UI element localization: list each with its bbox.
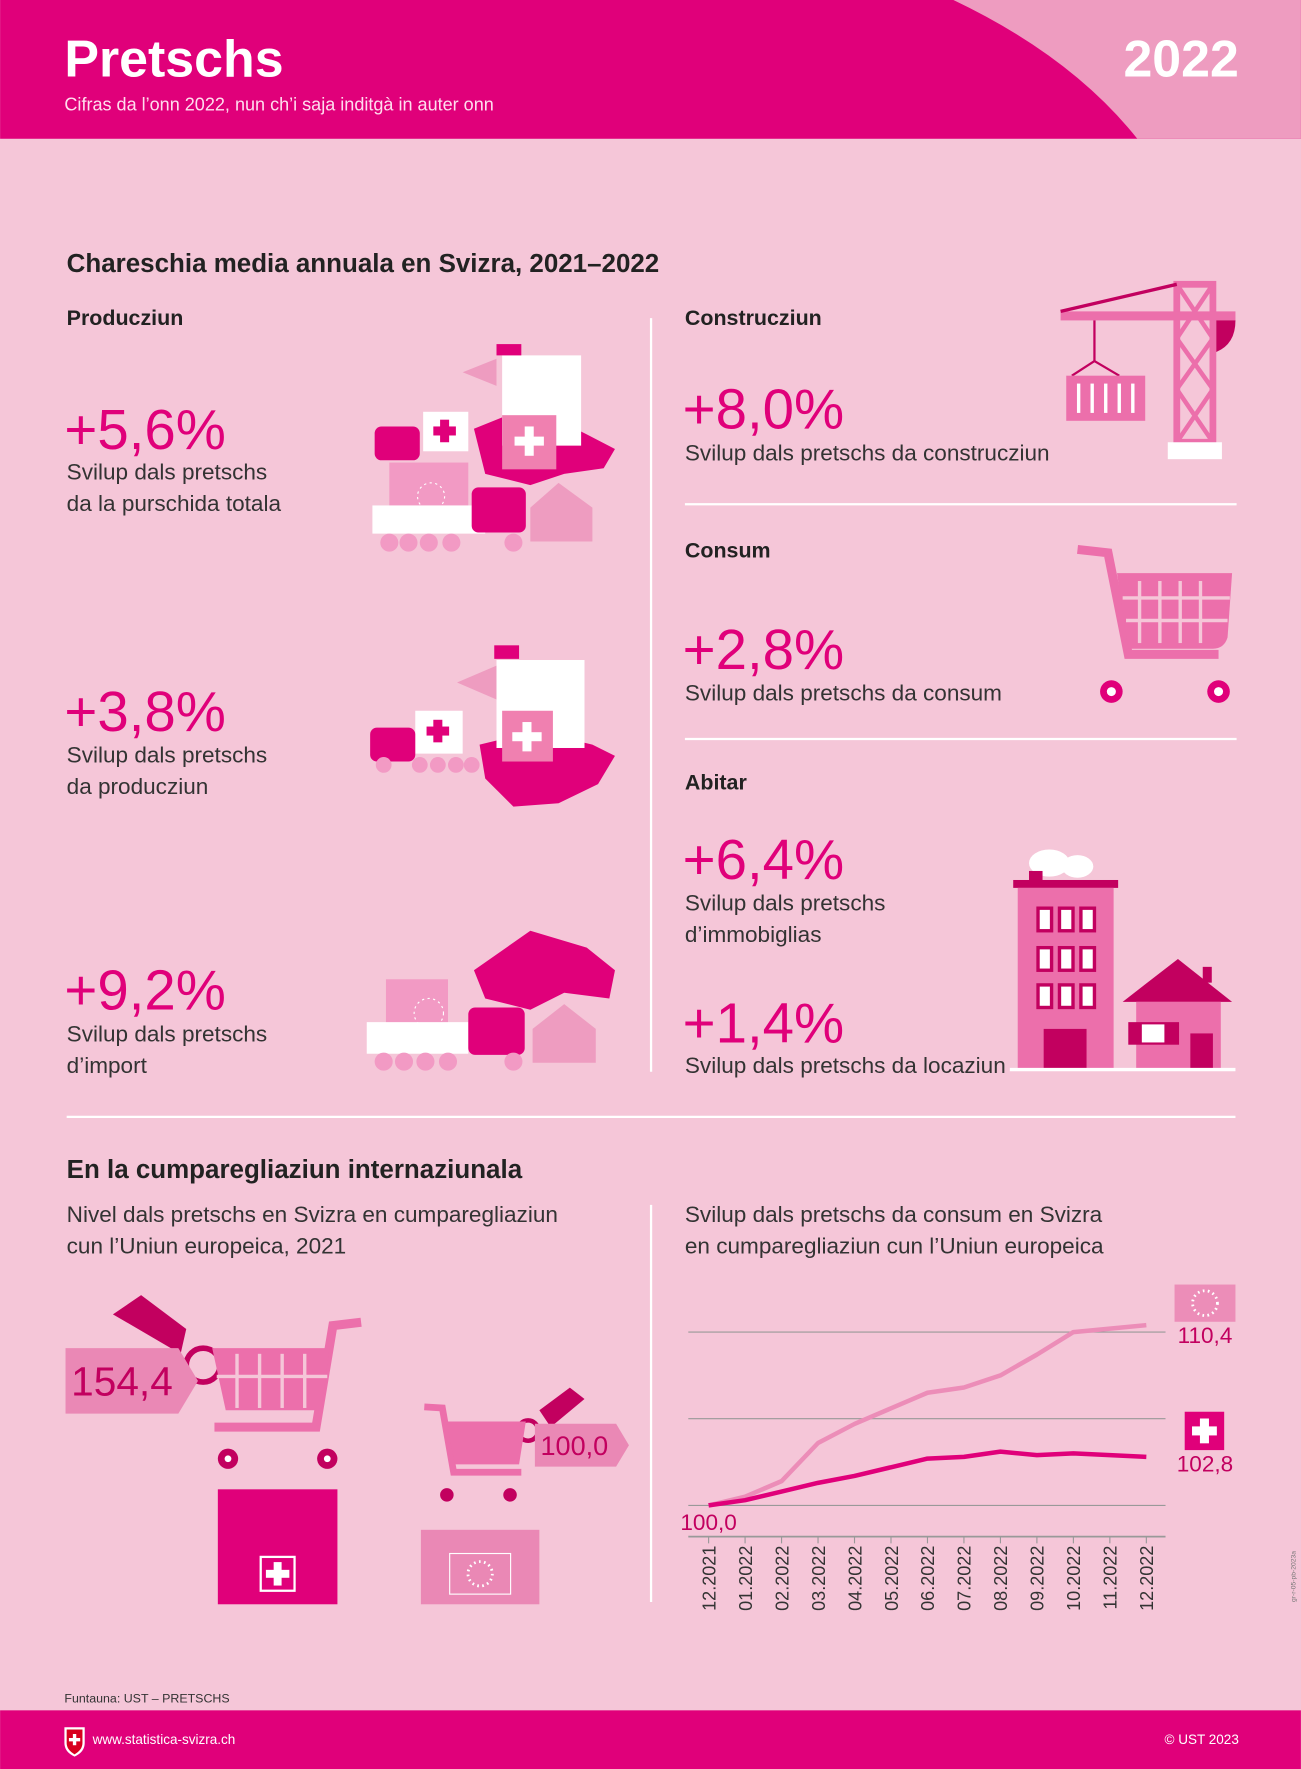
item-text: Svilup dals pretschs da construcziun: [685, 440, 1050, 465]
flag-eu: [449, 1552, 512, 1595]
series-line: [708, 1449, 1147, 1508]
subtitle-line: Nivel dals pretschs en Svizra en cumpare…: [67, 1202, 558, 1227]
item-heading: Producziun: [67, 306, 184, 330]
chart-title-line: en cumparegliaziun cun l’Uniun europeica: [685, 1233, 1104, 1258]
item-heading: Consum: [685, 538, 771, 562]
item-text: da la purschida totala: [67, 491, 282, 516]
price-label: 100,0: [541, 1430, 609, 1461]
section-title: Chareschia media annuala en Svizra, 2021…: [67, 250, 660, 278]
item-heading: Abitar: [685, 771, 748, 795]
flag-stars: [1191, 1289, 1219, 1317]
x-tick-label: 12.2022: [1137, 1546, 1157, 1611]
legend-flag: [1174, 1284, 1236, 1322]
x-tick-label: 09.2022: [1028, 1546, 1048, 1611]
price-levels: 154,4 100,0: [65, 1348, 629, 1605]
x-tick-label: 10.2022: [1064, 1546, 1084, 1611]
price-tag: [534, 1423, 629, 1467]
series-line: [708, 1322, 1147, 1508]
end-label: 102,8: [1177, 1452, 1233, 1477]
x-tick-label: 02.2022: [772, 1546, 792, 1611]
item-text: Svilup dals pretschs da locaziun: [685, 1053, 1006, 1078]
item-text: Svilup dals pretschs da consum: [685, 681, 1002, 706]
x-tick-label: 07.2022: [955, 1546, 975, 1611]
x-tick-label: 04.2022: [845, 1546, 865, 1611]
item-value: +1,4%: [683, 991, 844, 1054]
item-value: +2,8%: [683, 618, 844, 681]
illustration-supply: [372, 344, 615, 552]
x-tick-label: 05.2022: [882, 1546, 902, 1611]
chart-title-line: Svilup dals pretschs da consum en Svizra: [685, 1202, 1103, 1227]
start-label: 100,0: [680, 1510, 736, 1535]
item-text: d’immobiglias: [685, 922, 822, 947]
illustration-buildings: [1009, 849, 1236, 1072]
item-value: +9,2%: [64, 959, 225, 1022]
price-bar: [420, 1529, 540, 1605]
item-text: Svilup dals pretschs: [67, 1021, 268, 1046]
item-value: +3,8%: [64, 680, 225, 743]
item-text: d’import: [67, 1053, 148, 1078]
x-tick-label: 06.2022: [918, 1546, 938, 1611]
x-tick-label: 08.2022: [991, 1546, 1011, 1611]
flag-cross: [265, 1569, 290, 1578]
title: Pretschs: [64, 30, 283, 88]
illustration-production: [370, 645, 615, 807]
item-text: da producziun: [67, 774, 209, 799]
section-title: En la cumparegliaziun internaziunala: [67, 1156, 523, 1184]
x-tick-label: 01.2022: [736, 1546, 756, 1611]
price-tag: [65, 1348, 198, 1414]
x-tick-label: 03.2022: [809, 1546, 829, 1611]
x-tick-label: 12.2021: [699, 1546, 719, 1611]
flag-cross: [1192, 1426, 1217, 1436]
source: Funtauna: UST – PRETSCHS: [64, 1691, 229, 1705]
item-value: +6,4%: [683, 828, 844, 891]
item-text: Svilup dals pretschs: [67, 459, 268, 484]
subtitle: Cifras da l’onn 2022, nun ch’i saja indi…: [64, 95, 493, 115]
logo: [68, 1734, 81, 1746]
code: gr-r-05-pb-2023a: [1290, 1551, 1297, 1602]
item-heading: Construcziun: [685, 306, 822, 330]
item-text: Svilup dals pretschs: [685, 890, 886, 915]
illustration-cart: [1077, 544, 1233, 703]
illustration-cart-small: [424, 1387, 585, 1502]
copyright: © UST 2023: [1165, 1732, 1239, 1747]
illustration-crane: [1060, 280, 1236, 460]
item-value: +5,6%: [64, 398, 225, 461]
subtitle-line: cun l’Uniun europeica, 2021: [67, 1233, 347, 1258]
end-label: 110,4: [1178, 1323, 1233, 1348]
header-wedge: [953, 0, 1301, 139]
illustration-import: [366, 930, 615, 1071]
year: 2022: [1123, 30, 1238, 88]
price-label: 154,4: [71, 1359, 173, 1405]
url[interactable]: www.statistica-svizra.ch: [92, 1732, 236, 1747]
x-tick-label: 11.2022: [1101, 1546, 1121, 1610]
footer-band: [0, 1710, 1301, 1769]
item-text: Svilup dals pretschs: [67, 743, 268, 768]
line-chart: 12.2021 01.2022 02.2022 03.2022 04.2022 05.20…: [680, 1284, 1236, 1611]
item-value: +8,0%: [683, 378, 844, 441]
